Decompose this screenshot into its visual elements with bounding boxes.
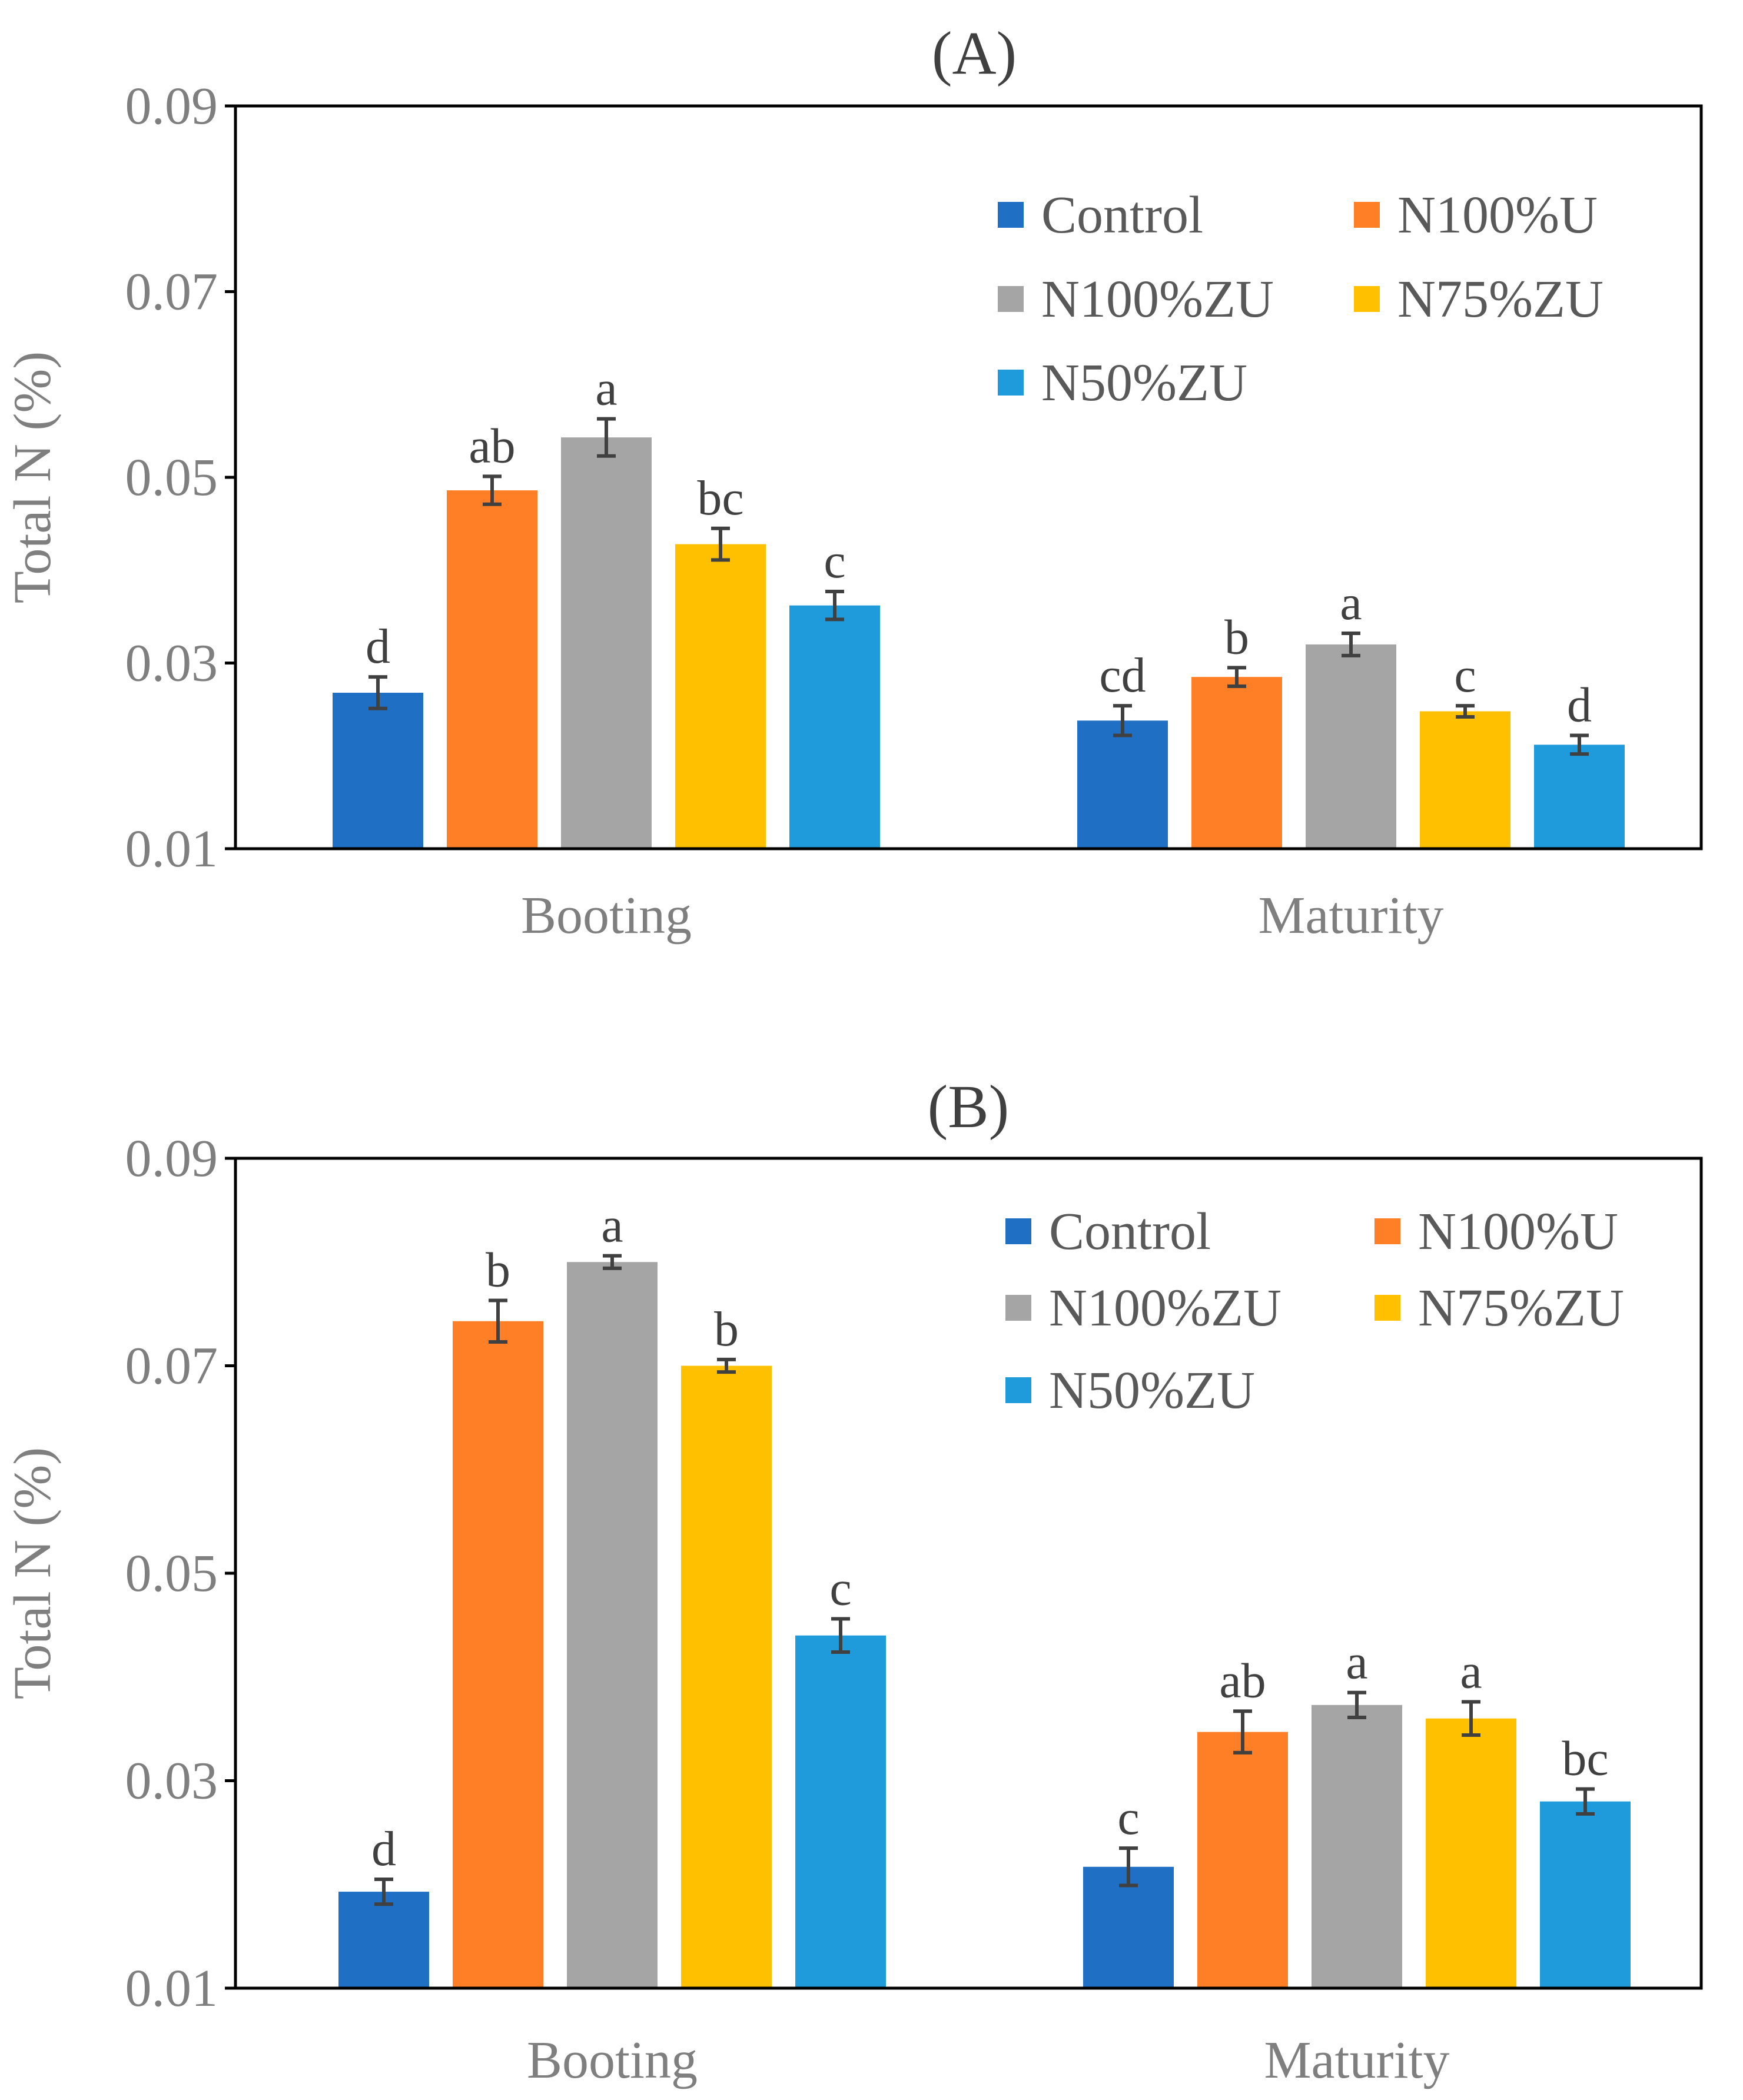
y-axis-title: Total N (%)	[4, 1447, 62, 1700]
legend-label: N50%ZU	[1049, 1361, 1255, 1420]
significance-label: c	[1117, 1790, 1139, 1845]
y-tick-label: 0.09	[125, 77, 218, 135]
significance-label: cd	[1099, 648, 1146, 703]
significance-label: d	[366, 619, 390, 674]
significance-label: c	[1454, 648, 1476, 703]
significance-label: a	[1460, 1644, 1482, 1699]
bar-n75pctzu-booting	[681, 1365, 772, 1988]
bar-n100pctu-maturity	[1197, 1732, 1288, 1988]
legend: Control N100%U N100%ZU N75%ZU N50%ZU	[1005, 1202, 1624, 1420]
significance-label: a	[601, 1198, 623, 1253]
x-category-label: Booting	[527, 2031, 698, 2089]
bar-n75pctzu-booting	[675, 544, 766, 849]
significance-label: b	[714, 1302, 739, 1357]
legend-label: N50%ZU	[1041, 354, 1247, 412]
y-tick-label: 0.05	[125, 1544, 218, 1603]
significance-label: b	[1224, 610, 1249, 664]
legend-label: N100%ZU	[1041, 270, 1274, 328]
y-tick-label: 0.09	[125, 1129, 218, 1188]
significance-label: a	[1346, 1635, 1367, 1690]
legend: Control N100%U N100%ZU N75%ZU N50%ZU	[998, 186, 1603, 412]
bar-n50pctzu-booting	[789, 605, 880, 849]
y-axis-title: Total N (%)	[4, 351, 62, 604]
legend-label: N100%U	[1418, 1202, 1618, 1261]
x-category-label: Maturity	[1264, 2031, 1450, 2089]
bar-n50pctzu-booting	[795, 1635, 886, 1988]
y-tick-label: 0.05	[125, 448, 218, 507]
legend-swatch	[1375, 1295, 1400, 1321]
legend-label: Control	[1041, 186, 1203, 244]
y-tick-label: 0.01	[125, 1959, 218, 2018]
legend-swatch	[998, 286, 1024, 312]
legend-swatch	[1005, 1218, 1031, 1244]
legend-label: N75%ZU	[1397, 270, 1603, 328]
bar-n100pctzu-maturity	[1306, 644, 1396, 849]
significance-label: c	[829, 1561, 851, 1616]
plot-frame	[234, 104, 1703, 850]
panel-title: (B)	[928, 1073, 1010, 1141]
y-tick-label: 0.03	[125, 634, 218, 693]
x-category-label: Maturity	[1259, 886, 1444, 945]
legend-swatch	[1354, 202, 1380, 228]
significance-label: ab	[469, 418, 515, 473]
bar-n75pctzu-maturity	[1420, 711, 1510, 849]
significance-label: d	[1567, 678, 1592, 733]
bar-n75pctzu-maturity	[1426, 1718, 1516, 1988]
significance-label: bc	[1562, 1732, 1608, 1786]
bar-n100pctu-booting	[453, 1321, 543, 1988]
bar-n100pctu-booting	[447, 490, 537, 849]
bar-n100pctzu-maturity	[1312, 1704, 1402, 1988]
legend-swatch	[1354, 286, 1380, 312]
x-category-label: Booting	[521, 886, 692, 945]
legend-swatch	[1375, 1218, 1400, 1244]
significance-label: bc	[697, 471, 743, 526]
significance-label: ab	[1219, 1653, 1266, 1708]
significance-label: d	[371, 1822, 396, 1876]
bar-control-booting	[333, 692, 423, 849]
bar-n100pctzu-booting	[567, 1262, 658, 1988]
legend-label: N75%ZU	[1418, 1279, 1624, 1337]
legend-swatch	[1005, 1295, 1031, 1321]
bar-n50pctzu-maturity	[1540, 1801, 1631, 1988]
panel-title: (A)	[932, 19, 1017, 87]
significance-label: c	[824, 534, 845, 589]
legend-label: N100%ZU	[1049, 1279, 1281, 1337]
bar-n100pctu-maturity	[1191, 677, 1282, 849]
bar-control-booting	[338, 1892, 429, 1988]
legend-swatch	[1005, 1377, 1031, 1403]
y-tick-label: 0.03	[125, 1752, 218, 1810]
y-tick-label: 0.01	[125, 820, 218, 878]
bar-control-maturity	[1077, 720, 1168, 849]
plot-frame	[234, 1157, 1703, 1990]
legend-swatch	[998, 370, 1024, 396]
significance-label: b	[486, 1242, 510, 1297]
y-tick-label: 0.07	[125, 263, 218, 321]
legend-label: N100%U	[1397, 186, 1598, 244]
y-tick-label: 0.07	[125, 1337, 218, 1395]
legend-label: Control	[1049, 1202, 1211, 1261]
legend-swatch	[998, 202, 1024, 228]
significance-label: a	[1340, 576, 1362, 630]
significance-label: a	[595, 361, 617, 416]
bar-n50pctzu-maturity	[1534, 745, 1625, 849]
bar-n100pctzu-booting	[561, 437, 652, 849]
